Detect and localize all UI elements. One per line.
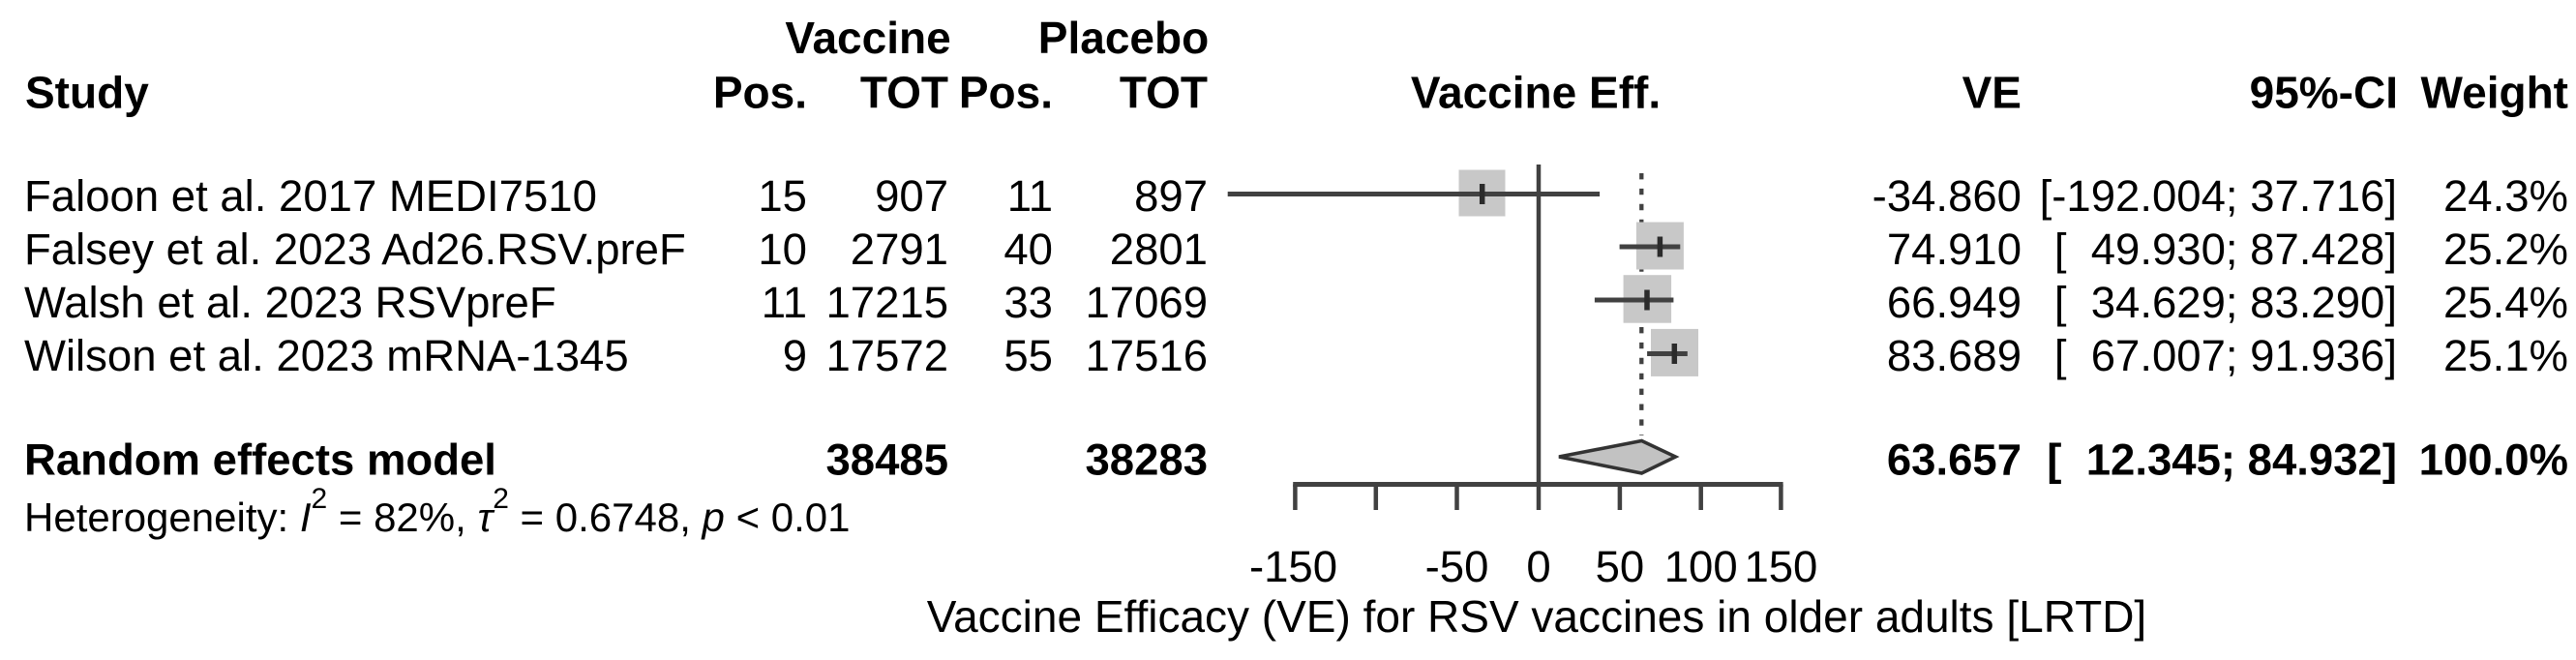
svg-text:25.1%: 25.1%: [2443, 331, 2568, 380]
svg-text:55: 55: [1003, 331, 1053, 380]
svg-text:-34.860: -34.860: [1872, 171, 2022, 221]
svg-text:100: 100: [1664, 542, 1738, 591]
svg-text:[ 67.007; 91.936]: [ 67.007; 91.936]: [2054, 331, 2397, 380]
svg-text:11: 11: [762, 278, 807, 327]
svg-text:Faloon et al. 2017 MEDI7510: Faloon et al. 2017 MEDI7510: [24, 171, 597, 221]
svg-text:Walsh et al. 2023 RSVpreF: Walsh et al. 2023 RSVpreF: [24, 278, 556, 327]
svg-text:2791: 2791: [851, 225, 948, 274]
svg-text:Vaccine: Vaccine: [785, 13, 950, 63]
svg-text:17572: 17572: [825, 331, 948, 380]
svg-text:[-192.004; 37.716]: [-192.004; 37.716]: [2040, 171, 2397, 221]
svg-text:Falsey et al. 2023 Ad26.RSV.pr: Falsey et al. 2023 Ad26.RSV.preF: [24, 225, 686, 274]
svg-text:[ 12.345; 84.932]: [ 12.345; 84.932]: [2047, 435, 2397, 485]
svg-text:Study: Study: [25, 68, 149, 118]
svg-text:15: 15: [758, 171, 807, 221]
svg-text:Pos.: Pos.: [959, 68, 1053, 118]
svg-text:907: 907: [875, 171, 948, 221]
svg-text:17215: 17215: [825, 278, 948, 327]
svg-text:9: 9: [783, 331, 807, 380]
svg-text:Vaccine Eff.: Vaccine Eff.: [1411, 68, 1661, 118]
svg-text:Vaccine Efficacy (VE) for RSV: Vaccine Efficacy (VE) for RSV vaccines i…: [927, 591, 2146, 642]
svg-text:-150: -150: [1249, 542, 1337, 591]
svg-text:33: 33: [1003, 278, 1053, 327]
svg-text:38485: 38485: [825, 435, 948, 485]
svg-text:40: 40: [1003, 225, 1053, 274]
svg-text:150: 150: [1744, 542, 1817, 591]
svg-text:0: 0: [1526, 542, 1550, 591]
svg-text:63.657: 63.657: [1887, 435, 2022, 485]
svg-text:TOT: TOT: [1120, 68, 1208, 118]
svg-text:-50: -50: [1425, 542, 1489, 591]
svg-text:Placebo: Placebo: [1038, 13, 1209, 63]
svg-text:Pos.: Pos.: [713, 68, 807, 118]
svg-text:2801: 2801: [1110, 225, 1208, 274]
svg-text:74.910: 74.910: [1887, 225, 2022, 274]
svg-text:66.949: 66.949: [1887, 278, 2022, 327]
svg-text:11: 11: [1007, 171, 1053, 221]
svg-text:38283: 38283: [1085, 435, 1208, 485]
svg-text:TOT: TOT: [860, 68, 948, 118]
svg-text:[ 34.629; 83.290]: [ 34.629; 83.290]: [2054, 278, 2397, 327]
svg-text:25.4%: 25.4%: [2443, 278, 2568, 327]
svg-text:17516: 17516: [1085, 331, 1208, 380]
svg-text:24.3%: 24.3%: [2443, 171, 2568, 221]
svg-text:25.2%: 25.2%: [2443, 225, 2568, 274]
svg-text:17069: 17069: [1085, 278, 1208, 327]
svg-text:100.0%: 100.0%: [2419, 435, 2568, 485]
svg-text:10: 10: [758, 225, 807, 274]
svg-text:83.689: 83.689: [1887, 331, 2022, 380]
svg-text:VE: VE: [1962, 68, 2022, 118]
svg-text:Wilson et al. 2023 mRNA-1345: Wilson et al. 2023 mRNA-1345: [24, 331, 629, 380]
svg-text:50: 50: [1596, 542, 1645, 591]
svg-text:Random effects model: Random effects model: [24, 435, 496, 485]
svg-text:897: 897: [1134, 171, 1208, 221]
svg-text:Weight: Weight: [2421, 68, 2568, 118]
svg-text:95%-CI: 95%-CI: [2250, 68, 2398, 118]
svg-text:[ 49.930; 87.428]: [ 49.930; 87.428]: [2054, 225, 2397, 274]
